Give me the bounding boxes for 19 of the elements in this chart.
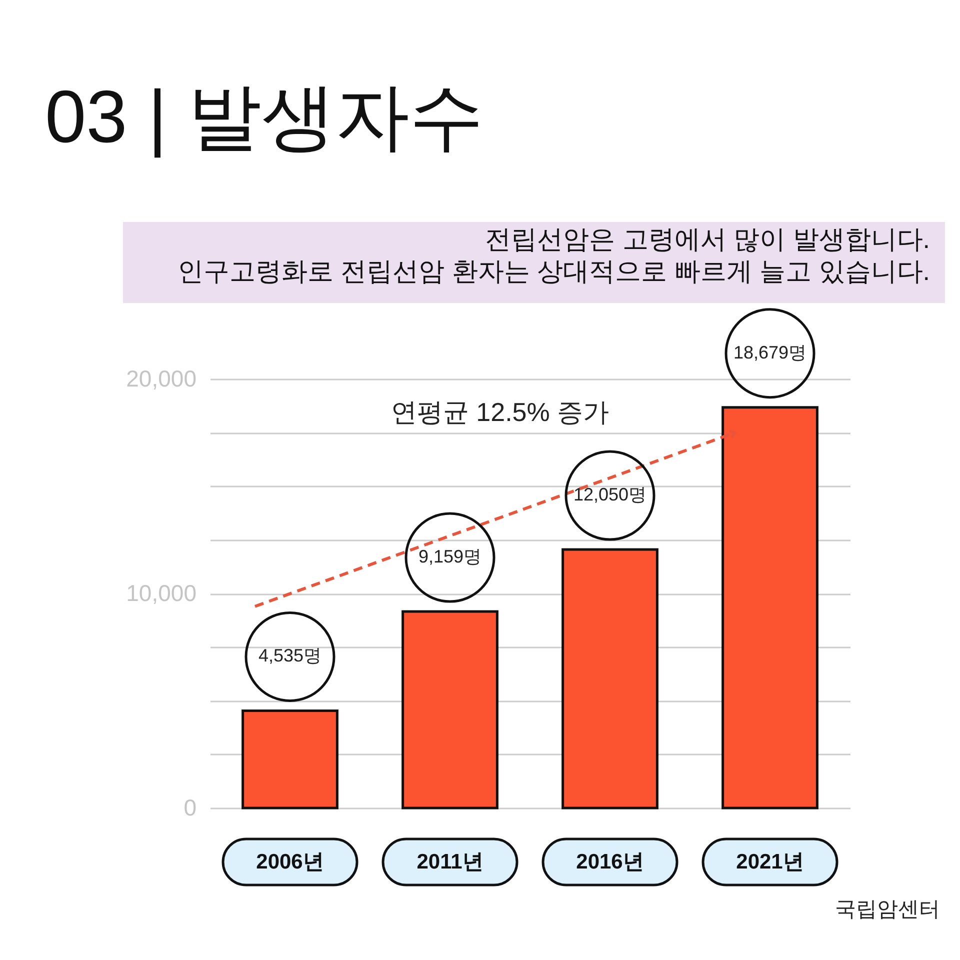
x-tick-label: 2021년: [736, 850, 804, 874]
chart-subtitle: 전립선암은 고령에서 많이 발생합니다. 인구고령화로 전립선암 환자는 상대적으로 빠르게 늘고 있습니다.: [177, 224, 930, 286]
x-tick-label: 2006년: [256, 850, 324, 874]
chart-title: 03 | 발생자수: [45, 75, 484, 158]
bar: [562, 548, 658, 810]
data-label: 9,159명: [418, 546, 482, 567]
text: 국립암센터: [835, 898, 940, 921]
y-tick-label: 10,000: [126, 580, 196, 606]
data-label: 4,535명: [258, 646, 322, 666]
x-tick-label: 2011년: [416, 850, 484, 874]
y-tick-label: 0: [184, 794, 196, 820]
y-tick-label: 20,000: [126, 366, 196, 392]
x-tick-label: 2016년: [576, 850, 644, 874]
bar: [402, 610, 498, 810]
data-label: 18,679명: [733, 342, 807, 362]
bar: [722, 406, 818, 810]
bar: [242, 709, 338, 810]
annotation: 연평균 12.5% 증가: [390, 397, 610, 427]
data-label: 12,050명: [573, 484, 647, 505]
